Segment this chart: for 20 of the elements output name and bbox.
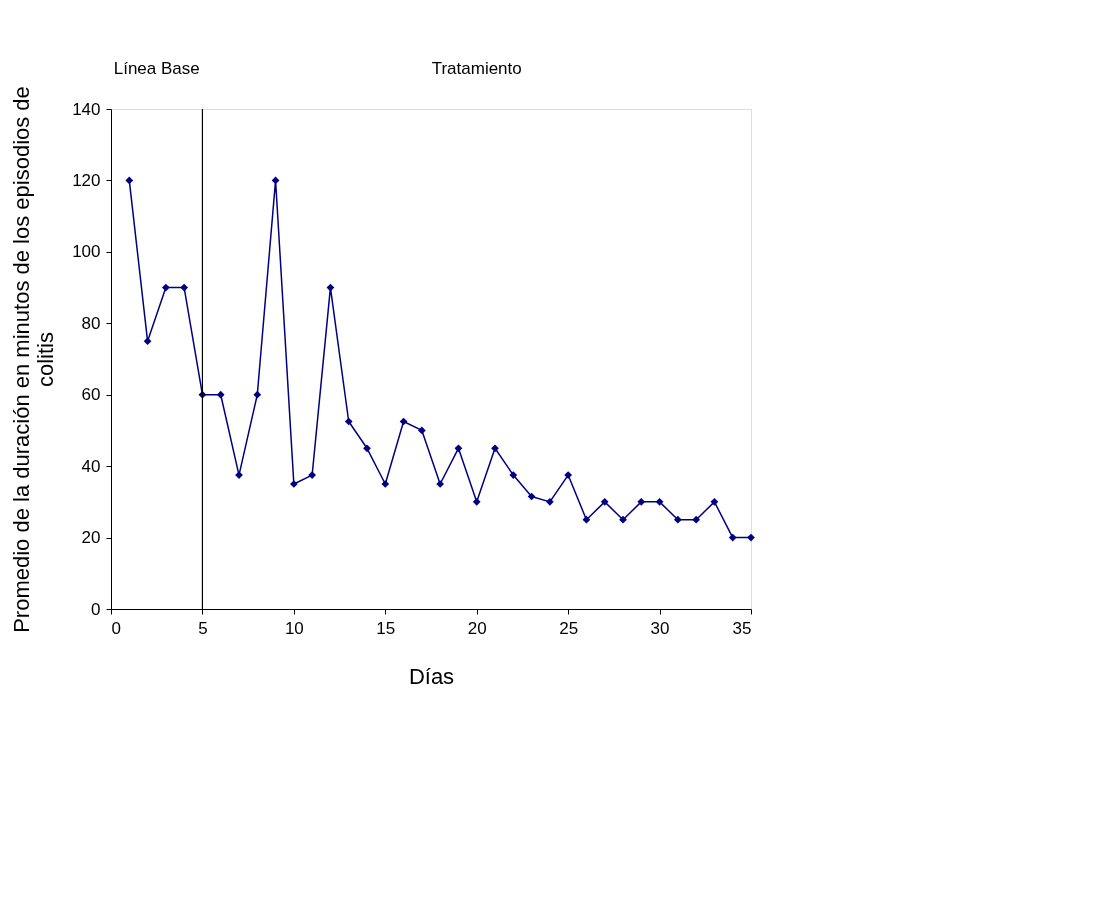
y-tick-label: 60 xyxy=(81,385,101,405)
x-tick-label: 35 xyxy=(732,618,752,638)
y-tick-label: 140 xyxy=(72,99,101,119)
y-tick-label: 100 xyxy=(72,242,101,262)
x-tick-label: 20 xyxy=(467,618,487,638)
text: Tratamiento xyxy=(431,59,522,78)
x-tick-label: 10 xyxy=(284,618,304,638)
text: Línea Base xyxy=(113,59,200,78)
x-tick-label: 25 xyxy=(559,618,579,638)
x-tick-label: 30 xyxy=(650,618,670,638)
y-tick-label: 40 xyxy=(81,456,101,476)
x-tick-label: 15 xyxy=(376,618,396,638)
y-tick-label: 20 xyxy=(81,528,101,548)
x-tick-label: 5 xyxy=(198,618,208,638)
y-axis-title: Promedio de la duración en minutos de los episodios de colitis xyxy=(9,86,59,633)
y-tick-label: 0 xyxy=(91,599,101,619)
y-tick-label: 120 xyxy=(72,170,101,190)
x-tick-label: 0 xyxy=(111,618,121,638)
x-axis-title: Días xyxy=(408,663,455,689)
y-tick-label: 80 xyxy=(81,313,101,333)
